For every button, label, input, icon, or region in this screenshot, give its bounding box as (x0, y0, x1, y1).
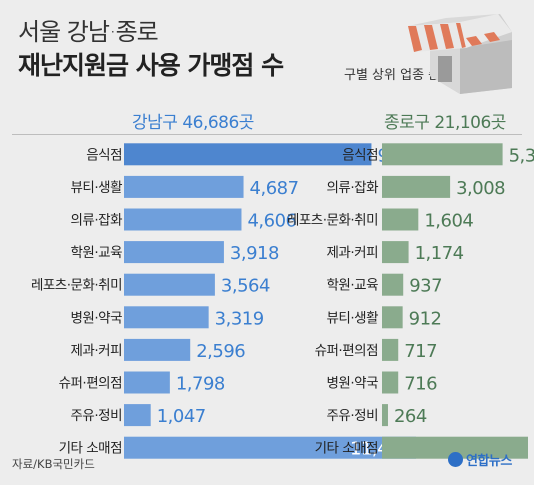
jongno-bar (382, 273, 404, 296)
title-line-2: 재난지원금 사용 가맹점 수 (18, 51, 284, 80)
jongno-bar (382, 436, 528, 459)
gangnam-category-label: 의류·잡화 (71, 213, 123, 229)
gangnam-bar (124, 273, 215, 296)
jongno-divider (270, 134, 522, 135)
jongno-bar (382, 175, 451, 198)
gangnam-bar (124, 143, 372, 166)
jongno-category-label: 레포츠·문화·취미 (287, 213, 378, 229)
jongno-category-label: 의류·잡화 (327, 180, 379, 196)
gangnam-category-label: 병원·약국 (71, 310, 123, 326)
jongno-bar (382, 338, 399, 361)
yonhap-logo: 연합뉴스 (448, 450, 512, 469)
jongno-category-label: 뷰티·생활 (327, 310, 379, 326)
yonhap-logo-text: 연합뉴스 (466, 454, 512, 469)
jongno-value-label: 937 (409, 276, 442, 297)
gangnam-category-label: 슈퍼·편의점 (59, 376, 122, 392)
yonhap-logo-icon (448, 452, 463, 467)
gangnam-heading: 강남구 46,686곳 (132, 113, 254, 133)
gangnam-bar (124, 338, 191, 361)
gangnam-value-label: 3,319 (215, 308, 264, 329)
jongno-value-label: 3,008 (456, 178, 505, 199)
jongno-category-label: 주유·정비 (327, 408, 378, 424)
jongno-heading: 종로구 21,106곳 (384, 113, 506, 133)
subtitle: 구별 상위 업종 순 (344, 68, 441, 83)
title-line-1: 서울 강남·종로 (18, 18, 159, 46)
jongno-bar (382, 404, 388, 427)
gangnam-value-label: 1,047 (157, 406, 206, 427)
gangnam-divider (12, 134, 276, 135)
jongno-bar (382, 371, 399, 394)
title-area: 서울 강남·종로 재난지원금 사용 가맹점 수 구별 상위 업종 순 (0, 0, 534, 110)
gangnam-category-label: 기타 소매점 (59, 441, 122, 457)
jongno-value-label: 264 (394, 406, 427, 427)
gangnam-bar (124, 436, 416, 459)
gangnam-category-label: 주유·정비 (71, 408, 122, 424)
gangnam-value-label: 3,918 (230, 243, 279, 264)
gangnam-category-label: 레포츠·문화·취미 (31, 278, 122, 294)
gangnam-value-label: 3,564 (221, 276, 270, 297)
gangnam-bar (124, 208, 242, 231)
gangnam-value-label: 2,596 (196, 341, 245, 362)
gangnam-bar (124, 175, 244, 198)
gangnam-bar (124, 241, 224, 264)
storefront-icon (408, 14, 512, 94)
jongno-value-label: 5,326 (509, 145, 534, 166)
jongno-category-label: 제과·커피 (327, 245, 378, 261)
gangnam-value-label: 4,687 (250, 178, 299, 199)
gangnam-category-label: 학원·교육 (71, 245, 123, 261)
jongno-category-label: 슈퍼·편의점 (315, 343, 378, 359)
source-note: 자료/KB국민카드 (12, 457, 95, 471)
gangnam-value-label: 1,798 (176, 374, 225, 395)
gangnam-bar (124, 371, 170, 394)
jongno-category-label: 병원·약국 (327, 376, 379, 392)
gangnam-value-label: 4,606 (247, 211, 296, 232)
jongno-category-label: 음식점 (342, 147, 378, 163)
gangnam-category-label: 제과·커피 (71, 343, 122, 359)
jongno-bar (382, 241, 409, 264)
jongno-category-label: 기타 소매점 (315, 441, 378, 457)
gangnam-bar (124, 404, 151, 427)
jongno-value-label: 1,174 (415, 243, 464, 264)
jongno-value-label: 1,604 (424, 211, 473, 232)
jongno-value-label: 717 (404, 341, 437, 362)
jongno-value-label: 912 (409, 308, 442, 329)
jongno-bar (382, 208, 419, 231)
gangnam-category-label: 뷰티·생활 (71, 180, 123, 196)
gangnam-bar (124, 306, 209, 329)
gangnam-category-label: 음식점 (86, 147, 122, 163)
jongno-bar (382, 143, 503, 166)
jongno-bar (382, 306, 403, 329)
jongno-value-label: 716 (404, 374, 437, 395)
jongno-category-label: 학원·교육 (327, 278, 379, 294)
